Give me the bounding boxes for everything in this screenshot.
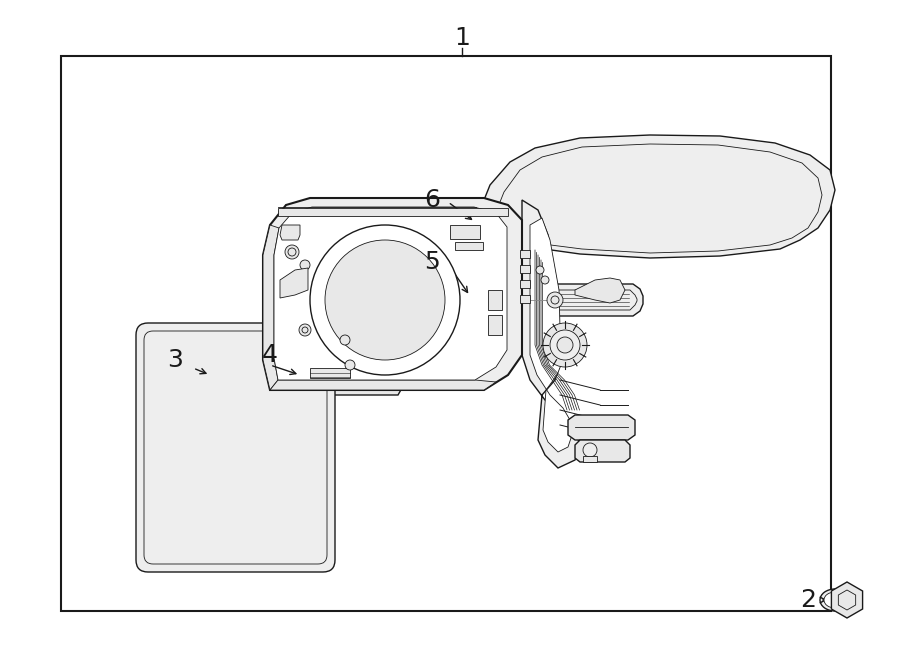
Polygon shape [832,582,862,618]
Text: 2: 2 [800,588,816,612]
Polygon shape [280,225,300,240]
Polygon shape [263,225,279,390]
Text: 5: 5 [424,250,440,274]
Polygon shape [280,268,308,298]
Text: 4: 4 [262,343,278,367]
Circle shape [310,225,460,375]
Circle shape [550,330,580,360]
Polygon shape [263,198,522,390]
Circle shape [300,260,310,270]
Bar [310,368,350,378]
Bar [278,208,508,216]
Polygon shape [274,207,507,380]
Ellipse shape [824,592,846,608]
Polygon shape [530,218,572,452]
Circle shape [541,276,549,284]
Ellipse shape [820,589,850,611]
Polygon shape [471,284,643,316]
Polygon shape [270,380,496,390]
Bar [488,315,502,335]
Circle shape [325,240,445,360]
Bar [61,56,831,611]
Text: 6: 6 [424,188,440,212]
Circle shape [547,292,563,308]
Polygon shape [568,415,635,440]
Circle shape [583,443,597,457]
FancyBboxPatch shape [136,323,335,572]
Bar [583,456,597,462]
Polygon shape [476,135,835,258]
Polygon shape [522,200,580,468]
Polygon shape [575,278,625,303]
Circle shape [340,335,350,345]
Circle shape [285,245,299,259]
Bar [450,225,480,239]
Circle shape [496,216,504,224]
Polygon shape [575,440,630,462]
Polygon shape [283,368,402,395]
Text: 1: 1 [454,26,470,50]
Circle shape [557,337,573,353]
Bar [520,295,530,303]
Circle shape [543,323,587,367]
Circle shape [345,360,355,370]
Bar [488,290,502,310]
Circle shape [299,324,311,336]
Circle shape [536,266,544,274]
Text: 3: 3 [167,348,183,372]
Bar [455,242,483,250]
Bar [520,280,530,288]
Bar [520,265,530,273]
Bar [520,250,530,258]
